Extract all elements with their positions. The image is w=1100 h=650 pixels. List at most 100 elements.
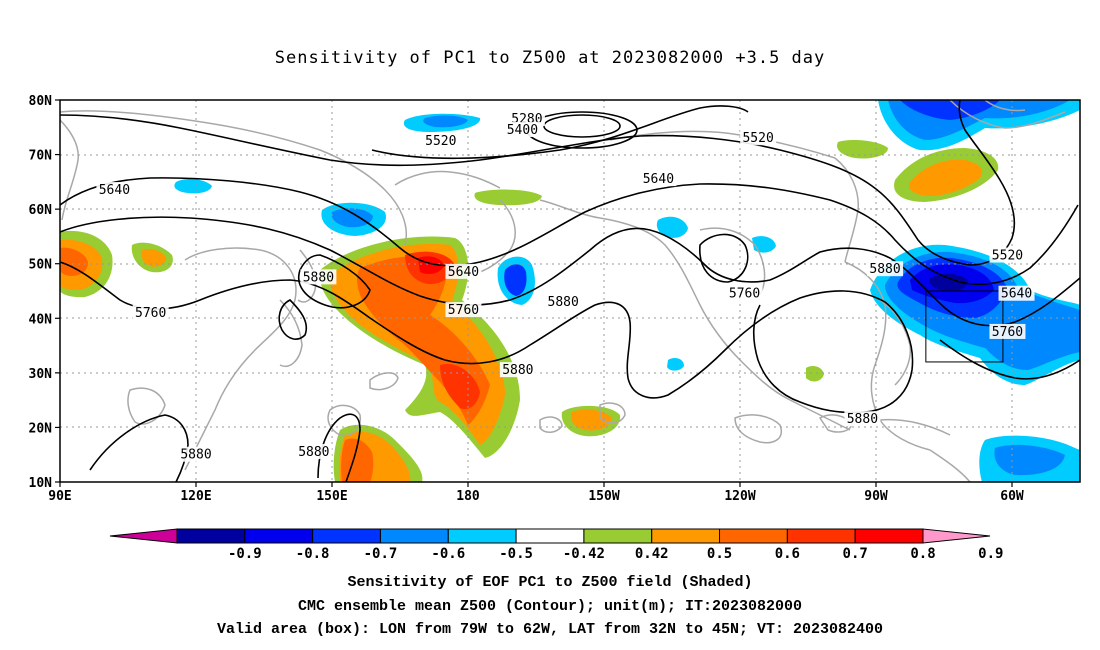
lat-label: 60N xyxy=(29,203,53,218)
positive-sensitivity-region xyxy=(60,247,88,276)
lon-label: 180 xyxy=(456,489,480,504)
svg-text:5640: 5640 xyxy=(448,265,479,280)
positive-sensitivity-region xyxy=(909,159,982,196)
colorbar-segment xyxy=(583,528,653,544)
caption-line-2: CMC ensemble mean Z500 (Contour); unit(m… xyxy=(297,598,803,615)
svg-text:5640: 5640 xyxy=(643,172,674,187)
caption-line-1: Sensitivity of EOF PC1 to Z500 field (Sh… xyxy=(347,574,753,591)
svg-text:5760: 5760 xyxy=(729,287,760,302)
positive-sensitivity-region xyxy=(440,363,480,410)
negative-sensitivity-region xyxy=(174,178,212,194)
contour-label: 5400 xyxy=(504,122,541,138)
svg-text:5760: 5760 xyxy=(448,303,479,318)
colorbar-tick-label: -0.7 xyxy=(364,546,398,562)
colorbar-tick-label: 0.42 xyxy=(635,546,669,562)
colorbar-tick-label: 0.6 xyxy=(775,546,800,562)
svg-text:5880: 5880 xyxy=(869,262,900,277)
svg-text:5880: 5880 xyxy=(548,295,579,310)
colorbar-segment xyxy=(109,528,178,544)
svg-text:5640: 5640 xyxy=(99,183,130,198)
z500-contours xyxy=(60,100,1080,482)
caption-line-3: Valid area (box): LON from 79W to 62W, L… xyxy=(216,621,884,638)
colorbar-segment xyxy=(922,528,991,544)
positive-sensitivity-region xyxy=(474,189,542,206)
colorbar-segment xyxy=(651,528,721,544)
colorbar-segment xyxy=(379,528,449,544)
colorbar-segment xyxy=(719,528,788,544)
lat-label: 80N xyxy=(29,94,53,109)
plot-frame xyxy=(59,99,1081,483)
colorbar: -0.9 -0.8 -0.7 -0.6 -0.5 -0.42 0.42 0.5 0.6 0.7 0.… xyxy=(109,528,1003,562)
colorbar-tick-label: -0.8 xyxy=(296,546,330,562)
lon-label: 150W xyxy=(588,489,619,504)
lat-label: 70N xyxy=(29,149,53,164)
lon-label: 120W xyxy=(724,489,755,504)
contour-label: 5880 xyxy=(178,446,214,463)
svg-text:5880: 5880 xyxy=(502,363,533,378)
positive-sensitivity-region xyxy=(806,366,824,382)
colorbar-segment xyxy=(244,528,314,544)
negative-sensitivity-region xyxy=(423,115,468,128)
svg-text:5640: 5640 xyxy=(1001,287,1032,302)
graticule xyxy=(60,100,1080,482)
colorbar-tick-label: -0.5 xyxy=(499,546,533,562)
svg-text:5520: 5520 xyxy=(742,131,773,146)
contour-label: 5760 xyxy=(989,323,1026,340)
negative-sensitivity-region xyxy=(331,208,373,228)
lon-label: 150E xyxy=(316,489,347,504)
svg-text:5880: 5880 xyxy=(847,412,878,427)
contour-label: 5640 xyxy=(640,171,677,187)
negative-sensitivity-region xyxy=(656,216,688,238)
colorbar-segment xyxy=(515,528,585,544)
negative-sensitivity-region xyxy=(504,264,527,296)
svg-text:5760: 5760 xyxy=(992,325,1023,340)
coastlines xyxy=(60,100,1066,482)
colorbar-tick-label: 0.9 xyxy=(978,546,1003,562)
colorbar-tick-label: -0.9 xyxy=(228,546,262,562)
latitude-axis: 80N 70N 60N 50N 40N 30N 20N 10N xyxy=(29,94,60,491)
colorbar-segment xyxy=(176,528,246,544)
lon-label: 90W xyxy=(864,489,888,504)
positive-sensitivity-region xyxy=(837,140,888,159)
longitude-axis: 90E 120E 150E 180 150W 120W 90W 60W xyxy=(48,482,1024,504)
negative-sensitivity-region xyxy=(929,273,968,292)
contour-label: 5880 xyxy=(867,261,904,277)
svg-text:5760: 5760 xyxy=(135,306,166,321)
colorbar-tick-label: -0.42 xyxy=(563,546,605,562)
svg-text:5520: 5520 xyxy=(425,134,456,149)
contour-label: 5520 xyxy=(740,130,777,146)
contour-label: 5760 xyxy=(445,302,482,318)
colorbar-segment xyxy=(312,528,381,544)
svg-text:5520: 5520 xyxy=(992,249,1023,264)
svg-text:5880: 5880 xyxy=(180,448,211,463)
colorbar-segment xyxy=(786,528,856,544)
svg-text:5880: 5880 xyxy=(298,445,329,460)
colorbar-tick-label: 0.8 xyxy=(910,546,935,562)
lon-label: 60W xyxy=(1000,489,1024,504)
contour-label: 5880 xyxy=(295,443,332,460)
colorbar-tick-label: -0.6 xyxy=(431,546,465,562)
contour-label: 5760 xyxy=(726,285,763,302)
contour-label: 5880 xyxy=(499,362,536,378)
contour-label: 5520 xyxy=(989,247,1026,264)
colorbar-tick-label: 0.5 xyxy=(707,546,732,562)
positive-sensitivity-region xyxy=(570,409,612,431)
contour-label: 5880 xyxy=(300,269,337,285)
negative-sensitivity-region xyxy=(900,100,1000,120)
lon-label: 90E xyxy=(48,489,71,504)
svg-text:5880: 5880 xyxy=(303,270,334,285)
contour-label: 5880 xyxy=(545,293,582,310)
lat-label: 10N xyxy=(29,476,53,491)
lat-label: 20N xyxy=(29,421,53,436)
colorbar-segment xyxy=(447,528,517,544)
colorbar-segment xyxy=(854,528,924,544)
contour-label: 5520 xyxy=(422,132,459,149)
contour-label: 5640 xyxy=(445,263,482,280)
positive-sensitivity-region xyxy=(418,256,444,274)
contour-label: 5760 xyxy=(132,304,169,321)
contour-label: 5640 xyxy=(998,285,1035,302)
negative-sensitivity-region xyxy=(667,358,684,371)
svg-text:5400: 5400 xyxy=(507,123,538,138)
